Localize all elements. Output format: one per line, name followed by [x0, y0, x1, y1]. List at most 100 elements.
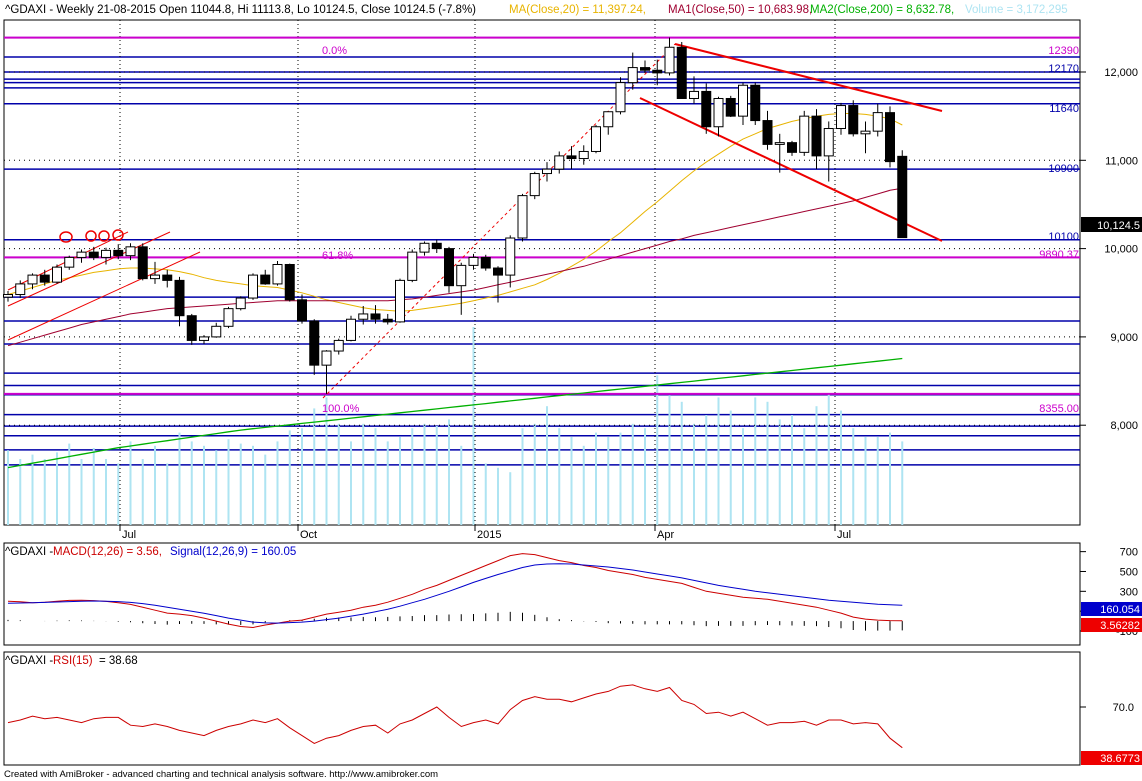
volume-bar — [754, 397, 757, 525]
volume-bar — [313, 408, 316, 525]
circle-marker — [112, 229, 124, 241]
circle-marker — [59, 231, 73, 243]
volume-bar — [582, 445, 585, 525]
candle-up — [542, 168, 552, 175]
candle-up — [52, 266, 62, 283]
volume-bar — [337, 423, 340, 525]
candle-down — [162, 274, 173, 281]
time-tick-label: Oct — [300, 529, 317, 541]
volume-bar — [827, 393, 830, 525]
candle-up — [615, 82, 626, 113]
volume-bar — [264, 454, 267, 525]
ma50-legend: MA1(Close,50) = 10,683.98, — [668, 4, 812, 16]
volume-bar — [252, 445, 254, 525]
volume-bar — [399, 437, 401, 525]
candle-up — [872, 112, 883, 132]
candle-down — [897, 155, 908, 239]
macd-layer — [7, 553, 903, 631]
volume-bar — [350, 441, 352, 525]
volume-bar — [680, 401, 683, 525]
macd-tick-label: 700 — [1120, 547, 1138, 559]
volume-bar — [717, 397, 720, 525]
macd-line — [7, 553, 903, 629]
volume-bar — [92, 448, 95, 525]
candle-up — [774, 142, 785, 145]
volume-bar — [203, 445, 205, 525]
volume-bar — [840, 410, 842, 525]
macd-badge-text: 160.054 — [1100, 604, 1140, 616]
volume-bar — [729, 410, 732, 525]
time-tick-label: Jul — [837, 529, 851, 541]
volume-bar — [791, 415, 793, 525]
candle-up — [27, 274, 38, 285]
time-tick-label: Jul — [122, 529, 136, 541]
price-tick-label: 8,000 — [1110, 420, 1138, 432]
candle-down — [284, 263, 295, 301]
volume-bar — [31, 454, 34, 525]
volume-bar — [227, 439, 230, 525]
volume-bar — [644, 428, 646, 525]
rsi-layer — [7, 684, 903, 749]
signal-legend: Signal(12,26,9) = 160.05 — [170, 546, 296, 558]
volume-bar — [693, 423, 695, 525]
ma50-line — [7, 187, 903, 347]
volume-bar — [105, 459, 107, 525]
price-badge-text: 10,124.5 — [1097, 220, 1140, 232]
volume-bar — [80, 459, 83, 525]
candle-down — [787, 142, 797, 153]
volume-bar — [901, 441, 904, 525]
volume-bar — [19, 459, 22, 525]
candle-down — [186, 315, 197, 341]
level-9890-label: 9890.37 — [1039, 249, 1079, 261]
volume-bar — [141, 459, 144, 525]
price-axis: 8,000 9,000 10,000 11,000 12,000 — [1080, 67, 1138, 432]
volume-layer — [7, 327, 904, 525]
candle-down — [309, 320, 320, 366]
candle-up — [346, 318, 356, 341]
level-10100-label: 10100 — [1048, 231, 1079, 243]
candle-down — [382, 318, 393, 323]
rsi-header: ^GDAXI - RSI(15) = 38.68 — [5, 655, 138, 667]
candle-down — [750, 84, 761, 122]
candle-down — [113, 249, 124, 257]
candle-down — [725, 97, 736, 117]
candle-down — [174, 279, 185, 317]
volume-bar — [533, 423, 536, 525]
volume-bar — [178, 432, 181, 525]
time-axis: Jul Oct 2015 Apr Jul — [119, 525, 851, 541]
macd-tick-label: 300 — [1120, 586, 1138, 598]
candle-up — [419, 242, 430, 253]
volume-legend: Volume = 3,172,295 — [965, 4, 1068, 16]
rsi-prefix: ^GDAXI - — [5, 655, 53, 667]
candle-up — [223, 308, 234, 327]
volume-bar — [558, 428, 561, 525]
candle-up — [235, 297, 246, 310]
volume-bar — [374, 428, 377, 525]
circle-marker — [85, 230, 97, 242]
time-tick-label: Apr — [657, 529, 674, 541]
volume-bar — [705, 415, 708, 525]
volume-bar — [852, 428, 855, 525]
candle-up — [125, 246, 136, 257]
macd-badge: 160.054 3.56282 — [1081, 602, 1142, 632]
moving-averages-layer — [7, 113, 903, 469]
candle-up — [627, 67, 638, 84]
volume-bar — [215, 450, 218, 525]
volume-bar — [325, 397, 328, 525]
candle-up — [713, 97, 724, 128]
candle-up — [505, 237, 516, 276]
volume-bar — [288, 430, 291, 525]
candles-layer — [3, 37, 908, 394]
price-tick-label: 10,000 — [1104, 244, 1138, 256]
volume-bar — [435, 426, 438, 525]
volume-bar — [56, 452, 58, 525]
volume-bar — [190, 441, 193, 525]
price-tick-label: 9,000 — [1110, 332, 1138, 344]
volume-bar — [619, 432, 622, 525]
candle-down — [676, 46, 687, 99]
macd-prefix: ^GDAXI - — [5, 546, 53, 558]
volume-bar — [448, 419, 450, 525]
candle-up — [517, 195, 528, 239]
candle-down — [480, 256, 491, 269]
